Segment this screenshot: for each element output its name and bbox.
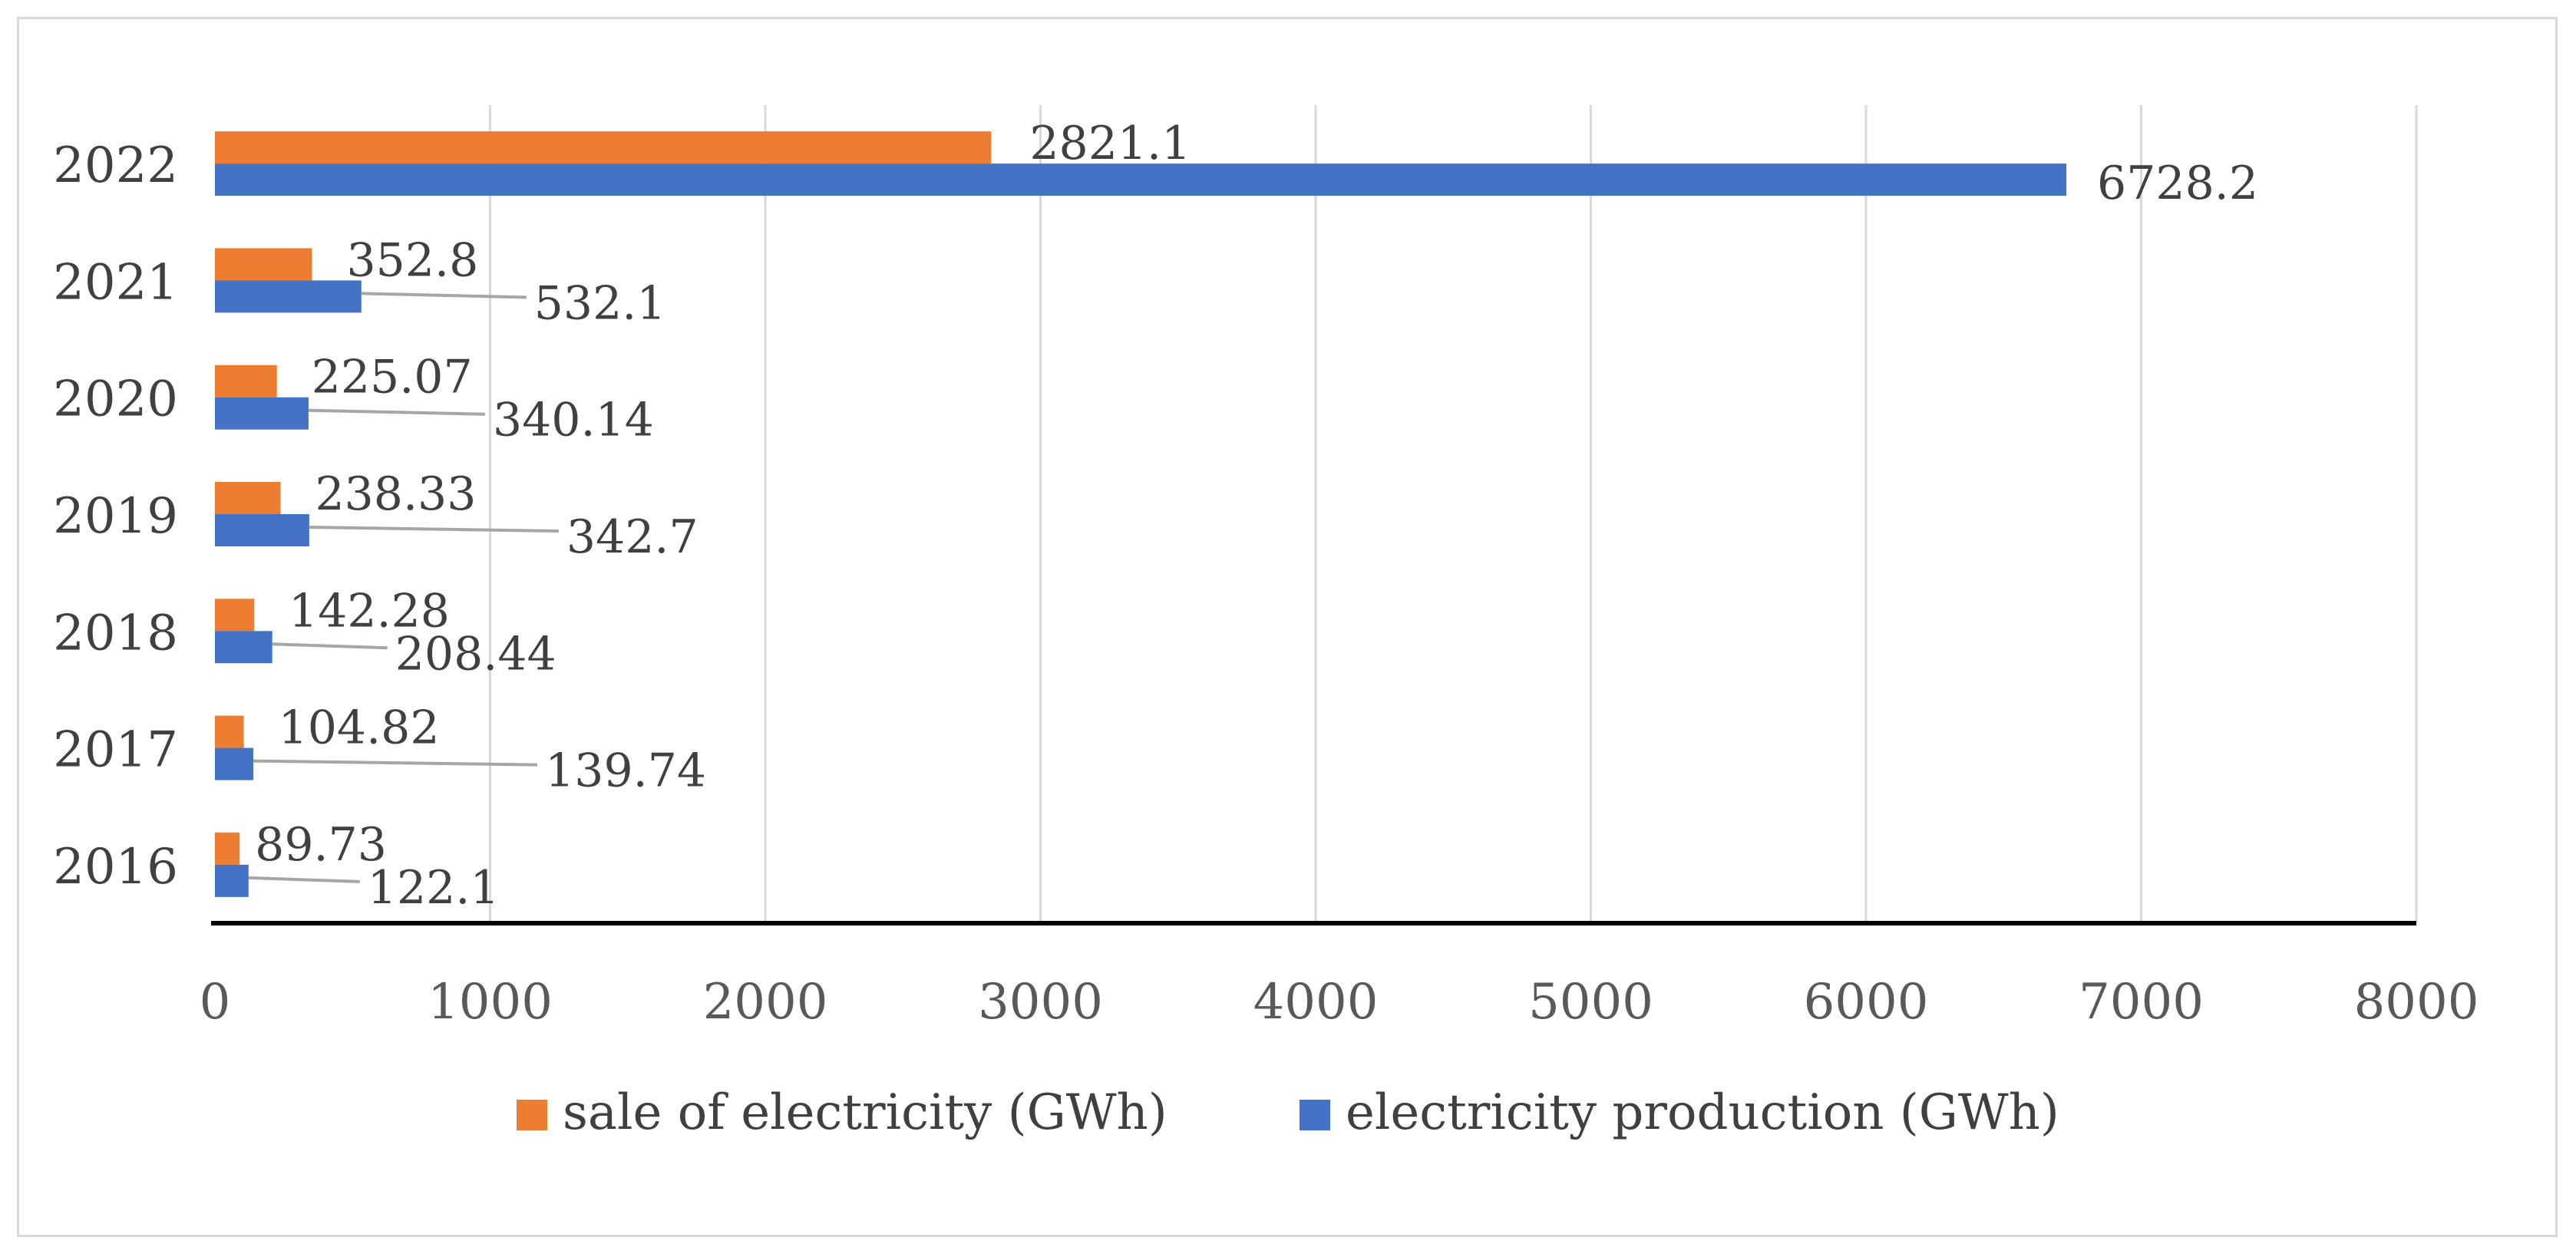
bar-production-2016 <box>215 864 249 897</box>
bar-sale-2016 <box>215 832 240 865</box>
y-category-label: 2018 <box>53 605 178 661</box>
y-category-label: 2022 <box>53 137 178 194</box>
data-label-sale: 142.28 <box>289 584 450 638</box>
bar-production-2019 <box>215 514 309 546</box>
y-category-label: 2021 <box>53 254 178 311</box>
data-label-production: 6728.2 <box>2097 157 2258 210</box>
x-tick-label: 7000 <box>2079 974 2204 1031</box>
y-category-label: 2017 <box>53 722 178 779</box>
y-category-label: 2019 <box>53 488 178 545</box>
data-label-production: 340.14 <box>493 394 654 447</box>
legend-item-production-label[interactable]: electricity production (GWh) <box>1346 1084 2059 1141</box>
bar-sale-2020 <box>215 365 277 398</box>
data-label-production: 532.1 <box>534 276 666 330</box>
leader-line <box>361 292 527 299</box>
bar-sale-2021 <box>215 248 312 281</box>
bar-sale-2018 <box>215 599 255 632</box>
leader-line <box>248 876 360 883</box>
x-tick-label: 8000 <box>2354 974 2479 1031</box>
data-label-sale: 89.73 <box>255 818 387 872</box>
x-tick-label: 5000 <box>1528 974 1653 1031</box>
leader-line <box>308 408 485 416</box>
data-label-production: 122.1 <box>368 861 500 915</box>
bar-sale-2017 <box>215 715 244 748</box>
bar-production-2017 <box>215 747 254 780</box>
chart-frame: 89.73 122.1 104.82 139.74 142.28 208.44 238.33… <box>17 17 2558 1237</box>
axes: 0 1000 2000 3000 4000 5000 6000 7000 8000 2016 201… <box>53 137 2479 1031</box>
bar-sale-2019 <box>215 482 281 514</box>
leader-line <box>309 526 559 533</box>
leader-line <box>272 642 388 650</box>
gridlines <box>489 105 2418 923</box>
data-label-production: 139.74 <box>545 744 706 798</box>
data-label-sale: 225.07 <box>312 351 473 404</box>
x-tick-label: 2000 <box>703 974 828 1031</box>
legend-item-sale-label[interactable]: sale of electricity (GWh) <box>563 1084 1167 1141</box>
data-label-sale: 2821.1 <box>1029 117 1191 170</box>
bars <box>215 131 2067 897</box>
y-category-label: 2020 <box>53 371 178 428</box>
bar-production-2018 <box>215 631 272 664</box>
bar-production-2020 <box>215 397 309 430</box>
data-label-production: 208.44 <box>395 627 556 681</box>
leader-line <box>253 759 538 767</box>
data-label-production: 342.7 <box>566 510 698 564</box>
bar-production-2022 <box>215 163 2067 196</box>
data-label-sale: 238.33 <box>315 467 476 521</box>
x-tick-label: 4000 <box>1253 974 1379 1031</box>
data-label-sale: 352.8 <box>346 233 478 287</box>
bar-production-2021 <box>215 280 362 313</box>
x-tick-label: 6000 <box>1804 974 1929 1031</box>
x-tick-label: 1000 <box>428 974 553 1031</box>
legend[interactable]: sale of electricity (GWh) electricity pro… <box>517 1084 2059 1141</box>
legend-item-sale-swatch <box>517 1100 547 1130</box>
x-tick-label: 3000 <box>978 974 1103 1031</box>
legend-item-production-swatch <box>1300 1100 1330 1130</box>
leader-lines <box>248 292 559 883</box>
data-label-sale: 104.82 <box>279 701 440 755</box>
x-tick-label: 0 <box>200 974 231 1031</box>
y-category-label: 2016 <box>53 839 178 896</box>
bar-sale-2022 <box>215 131 992 164</box>
